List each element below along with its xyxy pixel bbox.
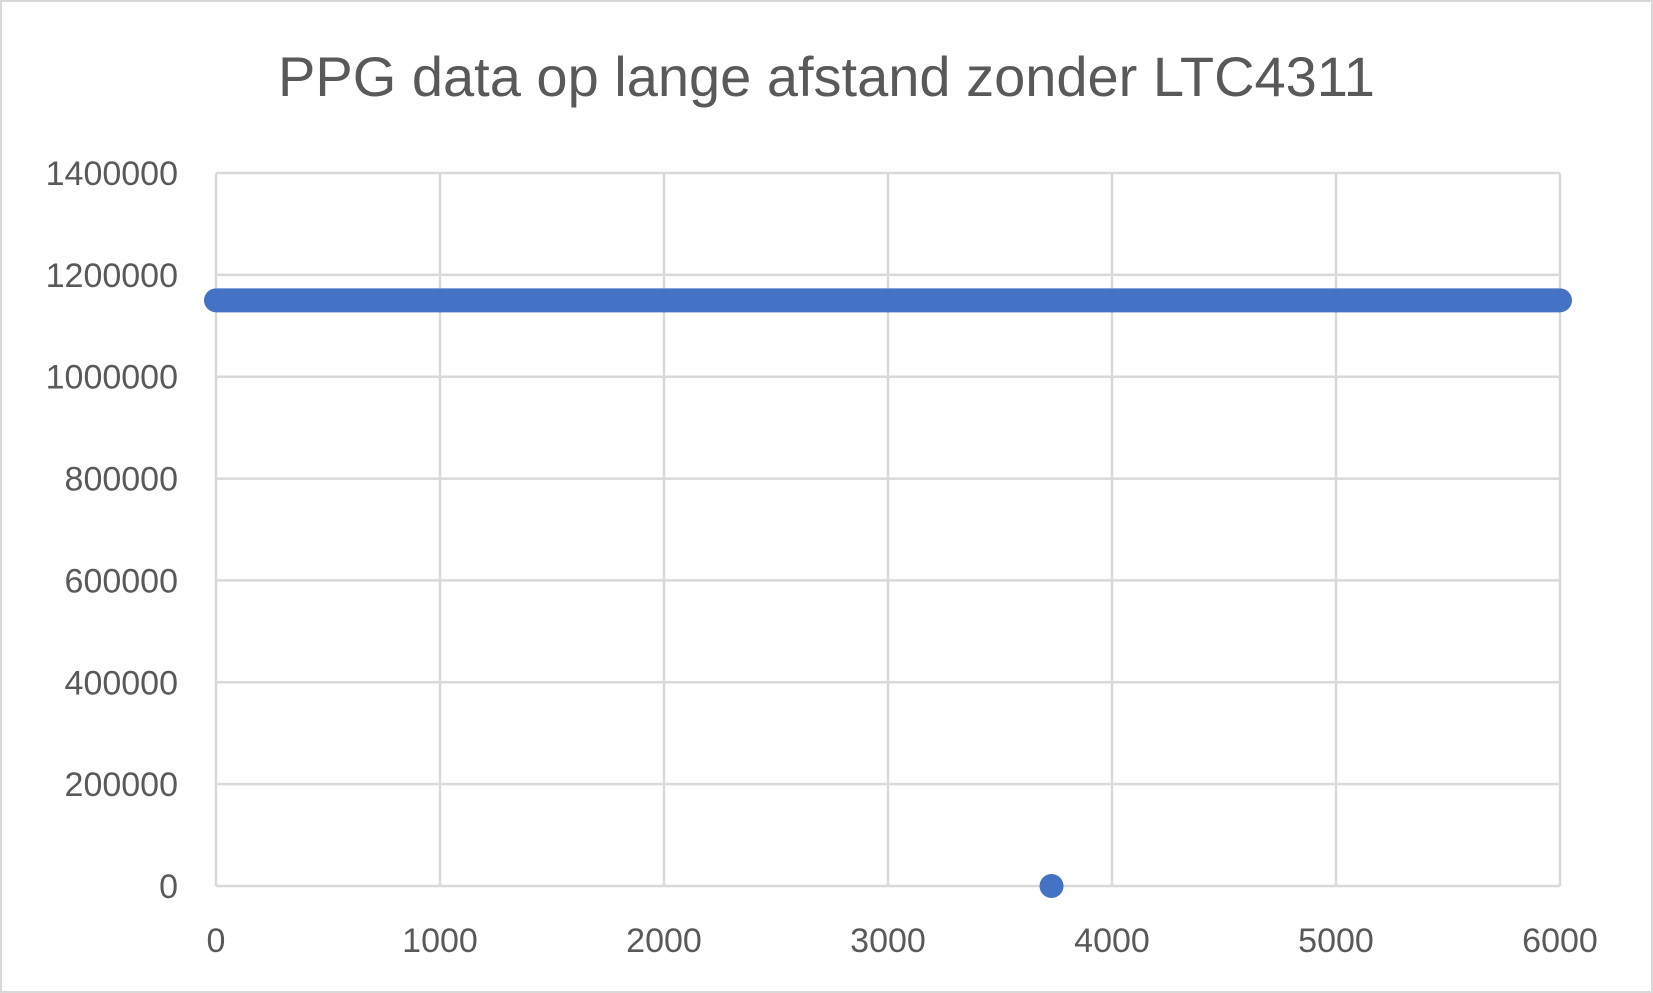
y-tick-label: 0: [159, 868, 178, 906]
x-tick-label: 3000: [850, 922, 926, 960]
series-markers: [204, 288, 1572, 898]
x-tick-label: 0: [207, 922, 226, 960]
x-tick-label: 6000: [1522, 922, 1598, 960]
grid-lines: [214, 171, 1562, 888]
y-tick-label: 400000: [65, 664, 178, 702]
x-tick-label: 2000: [626, 922, 702, 960]
y-tick-label: 600000: [65, 562, 178, 600]
chart-title: PPG data op lange afstand zonder LTC4311: [278, 45, 1375, 108]
x-tick-label: 5000: [1298, 922, 1374, 960]
y-tick-label: 1000000: [46, 359, 178, 397]
y-tick-label: 1200000: [46, 257, 178, 295]
y-tick-label: 200000: [65, 766, 178, 804]
y-axis-tick-labels: 0 200000 400000 600000 800000 1000000 1200000 1…: [46, 155, 178, 906]
x-axis-tick-labels: 0 1000 2000 3000 4000 5000 6000: [207, 922, 1598, 960]
x-tick-label: 1000: [402, 922, 478, 960]
x-tick-label: 4000: [1074, 922, 1150, 960]
y-tick-label: 1400000: [46, 155, 178, 193]
data-point-outlier: [1039, 874, 1064, 898]
y-tick-label: 800000: [65, 461, 178, 499]
